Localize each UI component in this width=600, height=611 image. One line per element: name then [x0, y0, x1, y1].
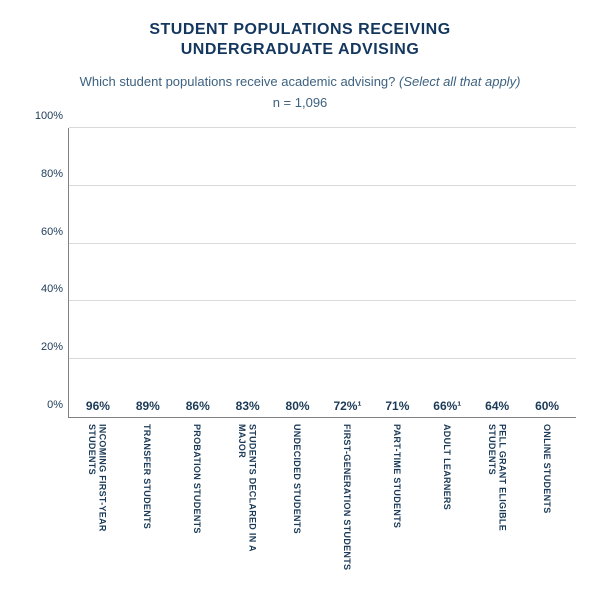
x-axis-label: PART-TIME STUDENTS — [392, 424, 402, 574]
y-tick-label: 80% — [25, 168, 63, 180]
x-axis-label: STUDENTS DECLARED IN A MAJOR — [237, 424, 258, 574]
x-label-slot: UNDECIDED STUDENTS — [272, 424, 322, 574]
x-label-slot: ADULT LEARNERS — [422, 424, 472, 574]
x-label-slot: STUDENTS DECLARED IN A MAJOR — [222, 424, 272, 574]
bar-value-label: 72%¹ — [333, 399, 361, 413]
bar-value-label: 60% — [535, 399, 559, 413]
subtitle-question: Which student populations receive academ… — [80, 74, 399, 89]
gridline — [69, 300, 576, 301]
bar-value-label: 64% — [485, 399, 509, 413]
x-axis-label: ADULT LEARNERS — [442, 424, 452, 574]
gridline — [69, 358, 576, 359]
x-label-slot: TRANSFER STUDENTS — [122, 424, 172, 574]
plot-area: 96%89%86%83%80%72%¹71%66%¹64%60% 0%20%40… — [68, 128, 576, 418]
bar-value-label: 66%¹ — [433, 399, 461, 413]
gridline — [69, 185, 576, 186]
y-tick-label: 100% — [25, 110, 63, 122]
bar-value-label: 71% — [385, 399, 409, 413]
x-axis-label: TRANSFER STUDENTS — [142, 424, 152, 574]
x-label-slot: PELL GRANT ELIGIBLE STUDENTS — [472, 424, 522, 574]
x-axis-label: FIRST-GENERATION STUDENTS — [342, 424, 352, 574]
title-line-1: STUDENT POPULATIONS RECEIVING — [149, 21, 450, 38]
x-label-slot: PART-TIME STUDENTS — [372, 424, 422, 574]
x-label-slot: PROBATION STUDENTS — [172, 424, 222, 574]
x-label-slot: FIRST-GENERATION STUDENTS — [322, 424, 372, 574]
gridline — [69, 127, 576, 128]
bar-value-label: 83% — [236, 399, 260, 413]
x-axis-label: INCOMING FIRST-YEAR STUDENTS — [87, 424, 108, 574]
bar-value-label: 89% — [136, 399, 160, 413]
y-tick-label: 40% — [25, 283, 63, 295]
bars-container: 96% 89% 86% 83% 80% 72%¹ 71% 66%¹ 64% 60% — [69, 128, 576, 417]
x-label-slot: INCOMING FIRST-YEAR STUDENTS — [72, 424, 122, 574]
gridline — [69, 243, 576, 244]
x-axis-label: PROBATION STUDENTS — [192, 424, 202, 574]
x-axis-labels: INCOMING FIRST-YEAR STUDENTS TRANSFER STU… — [68, 424, 576, 574]
chart-title: STUDENT POPULATIONS RECEIVING UNDERGRADU… — [24, 20, 576, 60]
x-axis-label: ONLINE STUDENTS — [542, 424, 552, 574]
title-line-2: UNDERGRADUATE ADVISING — [181, 41, 420, 58]
sample-size: n = 1,096 — [24, 95, 576, 110]
y-tick-label: 20% — [25, 341, 63, 353]
subtitle-hint: (Select all that apply) — [399, 74, 520, 89]
bar-value-label: 96% — [86, 399, 110, 413]
y-tick-label: 60% — [25, 226, 63, 238]
y-tick-label: 0% — [25, 399, 63, 411]
bar-value-label: 86% — [186, 399, 210, 413]
x-label-slot: ONLINE STUDENTS — [522, 424, 572, 574]
x-axis-label: PELL GRANT ELIGIBLE STUDENTS — [487, 424, 508, 574]
chart: 96% 89% 86% 83% 80% 72%¹ 71% 66%¹ 64% 60% 0% 20% 40… — [24, 128, 576, 574]
bar-value-label: 80% — [286, 399, 310, 413]
x-axis-label: UNDECIDED STUDENTS — [292, 424, 302, 574]
chart-subtitle: Which student populations receive academ… — [24, 74, 576, 89]
